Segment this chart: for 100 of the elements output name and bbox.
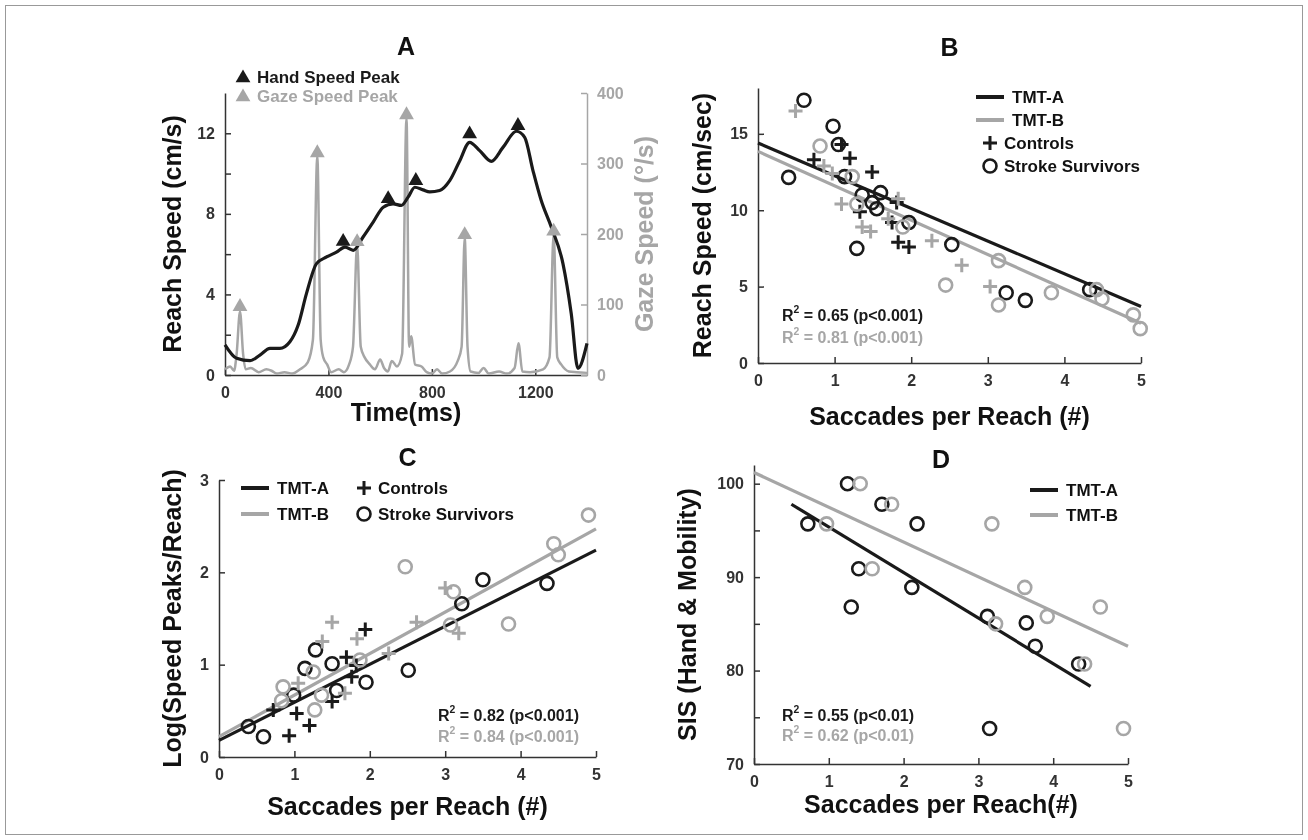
point bbox=[273, 692, 290, 709]
point bbox=[849, 240, 865, 257]
annotation: R$^{2}$ = 0.55 (p<0.01) bbox=[782, 704, 915, 724]
y2-tick-label: 200 bbox=[597, 225, 624, 243]
point bbox=[872, 184, 889, 201]
point bbox=[323, 613, 341, 631]
point bbox=[380, 645, 398, 663]
point bbox=[400, 662, 417, 679]
point bbox=[1043, 284, 1060, 301]
y-axis-title: SIS (Hand & Mobility) bbox=[673, 488, 701, 741]
point bbox=[1088, 281, 1105, 298]
x-tick-label: 3 bbox=[974, 773, 984, 791]
y-tick-label: 100 bbox=[717, 475, 745, 493]
chart-title: C bbox=[398, 443, 417, 471]
point bbox=[335, 232, 351, 246]
point bbox=[349, 233, 365, 247]
point bbox=[1132, 320, 1149, 337]
x-tick-label: 0 bbox=[750, 773, 760, 791]
point bbox=[545, 535, 562, 552]
point bbox=[300, 717, 318, 735]
point bbox=[275, 679, 291, 695]
y-tick-label: 15 bbox=[730, 125, 749, 143]
y-tick-label: 10 bbox=[730, 201, 749, 219]
point bbox=[280, 727, 298, 745]
point bbox=[879, 210, 897, 228]
point bbox=[904, 579, 920, 596]
point bbox=[852, 475, 869, 492]
point bbox=[462, 125, 478, 139]
point bbox=[289, 674, 307, 692]
point bbox=[812, 138, 828, 154]
point bbox=[1018, 615, 1035, 631]
point bbox=[868, 200, 885, 217]
point bbox=[1125, 307, 1142, 323]
point bbox=[1017, 292, 1034, 309]
x-tick-label: 0 bbox=[221, 384, 231, 402]
point bbox=[550, 546, 567, 563]
annotation: R$^{2}$ = 0.81 (p<0.001) bbox=[782, 326, 923, 346]
x-tick-label: 1 bbox=[824, 773, 834, 791]
x-tick-label: 2 bbox=[365, 766, 375, 784]
point bbox=[981, 278, 999, 296]
legend-label: Hand Speed Peak bbox=[257, 67, 401, 87]
point bbox=[1076, 656, 1093, 672]
x-tick-label: 1 bbox=[290, 766, 300, 784]
point bbox=[850, 560, 867, 577]
point bbox=[1016, 579, 1033, 596]
x-tick-label: 5 bbox=[592, 766, 602, 784]
point bbox=[953, 256, 971, 274]
point bbox=[818, 516, 835, 532]
x-tick-label: 3 bbox=[441, 766, 451, 784]
y-tick-label: 70 bbox=[726, 755, 745, 773]
point bbox=[909, 516, 925, 532]
point bbox=[313, 687, 330, 703]
chart-title: A bbox=[396, 32, 416, 60]
x-tick-label: 5 bbox=[1124, 773, 1134, 791]
point bbox=[343, 668, 361, 686]
legend-label: Controls bbox=[1004, 133, 1074, 153]
x-tick-label: 1 bbox=[830, 372, 840, 390]
point bbox=[1092, 599, 1109, 615]
point bbox=[841, 149, 859, 167]
x-axis-title: Saccades per Reach (#) bbox=[267, 792, 548, 820]
x-tick-label: 2 bbox=[899, 773, 909, 791]
point bbox=[309, 144, 325, 158]
point bbox=[324, 655, 340, 672]
y-tick-label: 12 bbox=[197, 124, 216, 142]
point bbox=[864, 560, 880, 577]
point bbox=[864, 194, 880, 211]
point bbox=[380, 190, 396, 204]
point bbox=[984, 516, 1000, 532]
point bbox=[510, 117, 526, 130]
point bbox=[240, 718, 257, 735]
point bbox=[843, 599, 860, 615]
legend-label: Gaze Speed Peak bbox=[257, 86, 399, 106]
point bbox=[408, 172, 424, 185]
point bbox=[408, 613, 426, 631]
y-tick-label: 4 bbox=[206, 286, 216, 304]
annotation: R$^{2}$ = 0.82 (p<0.001) bbox=[438, 704, 579, 724]
point bbox=[780, 169, 797, 186]
x-tick-label: 2 bbox=[907, 372, 917, 390]
point bbox=[232, 298, 248, 311]
point bbox=[336, 684, 354, 702]
point bbox=[889, 190, 907, 208]
legend-label: TMT-A bbox=[1012, 87, 1064, 107]
x-axis-title: Saccades per Reach(#) bbox=[804, 790, 1078, 818]
point bbox=[883, 496, 900, 513]
y-axis-title: Reach Speed (cm/s) bbox=[158, 115, 186, 353]
legend-label: Stroke Survivors bbox=[378, 504, 515, 524]
point bbox=[894, 219, 911, 235]
point bbox=[457, 226, 473, 239]
point bbox=[580, 507, 597, 523]
point bbox=[539, 575, 555, 592]
y-tick-label: 2 bbox=[200, 563, 210, 581]
point bbox=[445, 583, 462, 600]
legend-label: TMT-B bbox=[1066, 505, 1118, 525]
point bbox=[358, 674, 374, 691]
chart-title: B bbox=[940, 33, 959, 61]
point bbox=[990, 252, 1007, 269]
point bbox=[937, 277, 954, 293]
point bbox=[546, 222, 562, 236]
legend-label: Controls bbox=[378, 478, 448, 498]
point bbox=[399, 106, 414, 120]
